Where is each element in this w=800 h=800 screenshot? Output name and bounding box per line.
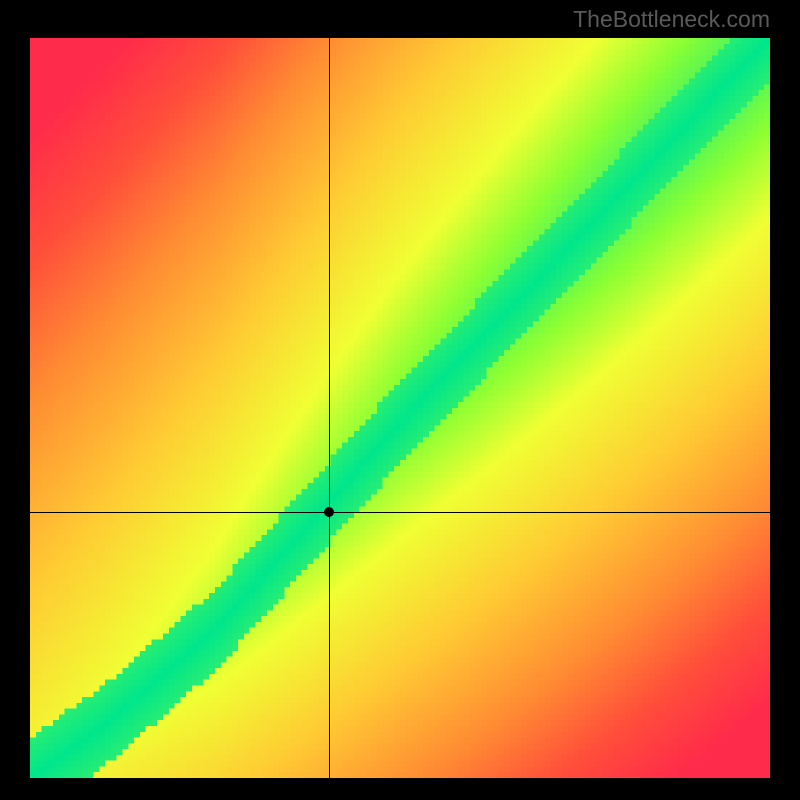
selection-marker-dot bbox=[324, 507, 334, 517]
watermark-text: TheBottleneck.com bbox=[573, 6, 770, 33]
crosshair-vertical-line bbox=[329, 38, 330, 778]
crosshair-horizontal-line bbox=[30, 512, 770, 513]
heatmap-canvas bbox=[30, 38, 770, 778]
bottleneck-heatmap-plot bbox=[30, 38, 770, 778]
